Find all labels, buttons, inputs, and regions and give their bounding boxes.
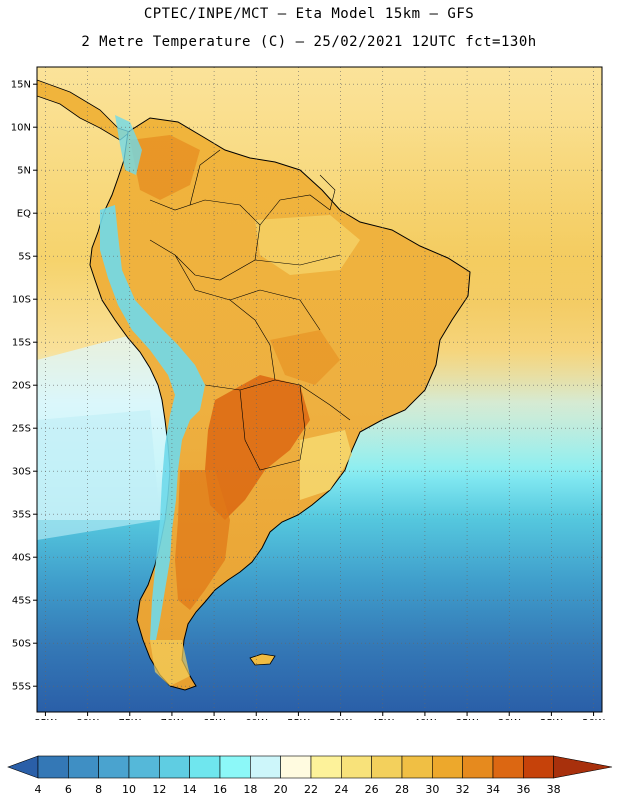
- andes-cold-strip: [100, 205, 205, 640]
- colorbar-swatch: [250, 755, 281, 779]
- hot-region-north: [130, 135, 200, 200]
- colorbar-swatch: [401, 755, 433, 779]
- colorbar-label: 30: [425, 783, 439, 796]
- map-title-line2: 2 Metre Temperature (C) – 25/02/2021 12U…: [81, 34, 537, 50]
- colorbar-label: 32: [456, 783, 470, 796]
- lon-label: 55W: [287, 718, 310, 720]
- colorbar-swatch: [432, 755, 463, 779]
- lat-label: 10S: [12, 295, 31, 306]
- colorbar-label: 4: [35, 783, 42, 796]
- colorbar-label: 26: [365, 783, 379, 796]
- country-borders: [149, 149, 351, 471]
- colorbar-arrow-low: [7, 755, 39, 779]
- map-frame: [36, 66, 603, 713]
- lon-label: 35W: [456, 718, 479, 720]
- lon-label: 70W: [161, 718, 184, 720]
- mild-region-amazon: [255, 215, 360, 275]
- lat-label: 15S: [12, 338, 31, 349]
- warm-region-central: [270, 330, 340, 385]
- lon-label: 20W: [582, 718, 605, 720]
- colorbar-label: 14: [183, 783, 197, 796]
- colorbar-swatch: [280, 755, 312, 779]
- lon-label: 25W: [540, 718, 563, 720]
- colorbar-label: 20: [274, 783, 288, 796]
- temperature-map: 15N 10N 5N EQ 5S 10S 15S 20S 25S 30S 35S 40S 45S 50S 5…: [11, 66, 605, 720]
- colorbar-label: 36: [516, 783, 530, 796]
- lat-label: 5N: [17, 166, 31, 177]
- colorbar-swatch: [159, 755, 190, 779]
- map-title-line1: CPTEC/INPE/MCT – Eta Model 15km – GFS: [143, 6, 475, 22]
- longitude-labels: 85W 80W 75W 70W 65W 60W 55W 50W 45W 40W 35W 30W 25W 2…: [34, 718, 605, 720]
- colorbar-label: 6: [65, 783, 72, 796]
- lat-label: 10N: [11, 123, 31, 134]
- colorbar-label: 8: [95, 783, 102, 796]
- lat-label: 20S: [12, 381, 31, 392]
- lon-label: 40W: [414, 718, 437, 720]
- axis-ticks: [33, 83, 595, 716]
- lat-label: 30S: [12, 467, 31, 478]
- colorbar-swatch: [462, 755, 494, 779]
- lat-label: 45S: [12, 596, 31, 607]
- lon-label: 65W: [203, 718, 226, 720]
- lon-label: 45W: [371, 718, 394, 720]
- colorbar-swatch: [68, 755, 99, 779]
- lat-label: 50S: [12, 639, 31, 650]
- lat-label: EQ: [17, 209, 31, 220]
- lat-label: 15N: [11, 80, 31, 91]
- colorbar-swatch: [189, 755, 221, 779]
- colorbar-label: 22: [304, 783, 318, 796]
- latitude-labels: 15N 10N 5N EQ 5S 10S 15S 20S 25S 30S 35S 40S 45S 50S 5…: [11, 80, 31, 693]
- lon-label: 60W: [245, 718, 268, 720]
- colorbar-arrow-high: [553, 755, 613, 779]
- colorbar-label: 18: [243, 783, 257, 796]
- colorbar-label: 34: [486, 783, 500, 796]
- colorbar-label: 28: [395, 783, 409, 796]
- hot-region-patagonia: [175, 470, 230, 610]
- tierra-del-fuego-area: [150, 640, 190, 686]
- colorbar-label: 38: [547, 783, 561, 796]
- colorbar-swatch: [523, 755, 554, 779]
- falkland-islands: [249, 653, 276, 666]
- colorbar-swatch: [219, 755, 251, 779]
- lat-label: 25S: [12, 424, 31, 435]
- colorbar-swatch: [341, 755, 372, 779]
- lon-label: 85W: [34, 718, 57, 720]
- lat-label: 35S: [12, 510, 31, 521]
- colorbar-swatch: [98, 755, 130, 779]
- lat-label: 5S: [18, 252, 31, 263]
- colorbar-swatch: [371, 755, 403, 779]
- colorbar: 4 6 8 10 12 14 16 18 20 22 24 26 28 30 32 34 36 38: [7, 755, 613, 796]
- colorbar-swatch: [492, 755, 524, 779]
- colorbar-label: 12: [152, 783, 166, 796]
- lon-label: 75W: [118, 718, 141, 720]
- colorbar-swatch: [37, 755, 69, 779]
- colorbar-label: 10: [122, 783, 136, 796]
- colorbar-swatch: [128, 755, 160, 779]
- hot-region-chaco: [205, 375, 310, 520]
- colorbar-swatch: [310, 755, 342, 779]
- mild-region-south: [300, 430, 352, 500]
- lat-label: 55S: [12, 682, 31, 693]
- colorbar-label: 16: [213, 783, 227, 796]
- pacific-cold-water: [37, 410, 160, 540]
- andes-north-cold: [115, 115, 142, 175]
- lon-label: 50W: [329, 718, 352, 720]
- lat-label: 40S: [12, 553, 31, 564]
- lon-label: 30W: [498, 718, 521, 720]
- colorbar-label: 24: [334, 783, 348, 796]
- lon-label: 80W: [76, 718, 99, 720]
